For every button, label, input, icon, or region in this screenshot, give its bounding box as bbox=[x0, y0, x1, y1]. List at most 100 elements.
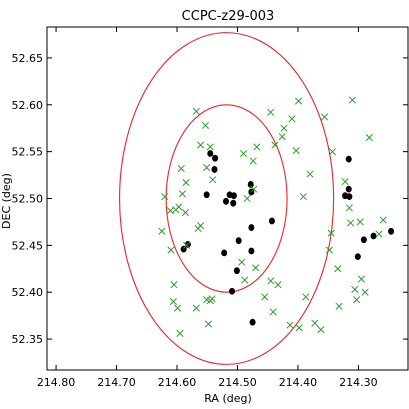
candidate-point bbox=[161, 193, 169, 201]
y-tick-label: 52.35 bbox=[12, 333, 44, 346]
member-point bbox=[346, 193, 353, 201]
candidate-point bbox=[351, 285, 359, 293]
candidate-point bbox=[209, 176, 217, 184]
member-point bbox=[248, 224, 255, 231]
candidate-point bbox=[194, 224, 202, 233]
candidate-point bbox=[271, 141, 279, 149]
candidate-point bbox=[192, 304, 200, 312]
candidate-point bbox=[327, 229, 335, 237]
candidate-point bbox=[320, 113, 329, 121]
candidate-point bbox=[182, 179, 190, 187]
candidate-point bbox=[334, 265, 342, 273]
candidate-point bbox=[345, 204, 353, 212]
candidate-point bbox=[292, 147, 300, 155]
candidate-point bbox=[204, 320, 213, 328]
candidate-point bbox=[252, 264, 260, 272]
member-point bbox=[229, 287, 236, 295]
y-tick-label: 52.65 bbox=[12, 52, 44, 65]
candidate-point bbox=[169, 298, 177, 306]
candidate-point bbox=[280, 124, 288, 132]
candidate-point bbox=[170, 281, 178, 289]
y-tick-label: 52.40 bbox=[12, 286, 44, 299]
candidate-point bbox=[181, 209, 190, 217]
candidate-point bbox=[238, 258, 246, 266]
axis-ticks: 214.80 214.70 214.60 214.50 214.40 214.30 52.3… bbox=[12, 27, 408, 389]
candidate-point bbox=[299, 193, 307, 201]
x-tick-label: 214.70 bbox=[97, 376, 136, 389]
candidate-point bbox=[261, 293, 269, 301]
y-tick-label: 52.55 bbox=[12, 146, 44, 159]
x-tick-label: 214.80 bbox=[37, 376, 76, 389]
y-tick-label: 52.45 bbox=[12, 239, 44, 252]
member-point bbox=[249, 318, 256, 326]
candidate-point bbox=[317, 326, 325, 334]
member-point bbox=[354, 253, 361, 261]
member-point bbox=[235, 237, 242, 245]
candidate-point bbox=[166, 207, 174, 215]
candidate-point bbox=[206, 297, 214, 305]
candidate-point bbox=[175, 203, 183, 211]
candidate-point bbox=[353, 296, 361, 304]
member-point bbox=[370, 232, 377, 240]
member-point bbox=[230, 199, 237, 207]
candidate-point bbox=[250, 185, 258, 193]
candidate-point bbox=[286, 321, 294, 329]
member-point bbox=[207, 150, 214, 157]
radius-circle-2 bbox=[119, 32, 335, 365]
candidate-point bbox=[253, 143, 261, 151]
candidate-point bbox=[288, 115, 296, 123]
candidate-point bbox=[243, 194, 251, 203]
candidate-point bbox=[361, 288, 369, 296]
candidate-point bbox=[176, 329, 184, 338]
candidate-point bbox=[239, 149, 248, 158]
x-tick-label: 214.40 bbox=[279, 376, 318, 389]
member-point bbox=[203, 191, 210, 199]
member-point bbox=[268, 217, 275, 225]
candidate-point bbox=[269, 308, 277, 316]
candidate-point bbox=[365, 134, 373, 142]
plot-frame bbox=[46, 26, 409, 371]
member-point bbox=[211, 166, 218, 173]
candidate-point bbox=[341, 178, 349, 186]
candidate-point bbox=[267, 108, 275, 116]
candidate-point bbox=[357, 275, 365, 283]
data-points bbox=[158, 96, 395, 338]
member-point bbox=[230, 192, 237, 200]
member-point bbox=[388, 227, 395, 235]
y-axis-label: DEC (deg) bbox=[0, 173, 13, 229]
y-tick-label: 52.60 bbox=[12, 99, 44, 112]
candidate-point bbox=[274, 281, 282, 289]
member-point bbox=[233, 267, 240, 275]
candidate-point bbox=[167, 246, 175, 254]
member-point bbox=[222, 197, 229, 205]
candidate-point bbox=[295, 324, 303, 332]
candidate-galaxies bbox=[158, 96, 387, 338]
candidate-point bbox=[375, 230, 383, 238]
candidate-point bbox=[294, 97, 303, 105]
candidate-point bbox=[183, 241, 191, 249]
candidate-point bbox=[311, 319, 319, 327]
candidate-point bbox=[267, 277, 275, 285]
candidate-point bbox=[306, 170, 314, 178]
candidate-point bbox=[278, 133, 286, 141]
candidate-point bbox=[348, 96, 356, 104]
member-point bbox=[221, 249, 228, 257]
x-tick-label: 214.30 bbox=[339, 376, 378, 389]
member-point bbox=[212, 154, 219, 162]
candidate-point bbox=[356, 218, 364, 226]
candidate-point bbox=[325, 246, 333, 254]
x-tick-label: 214.50 bbox=[218, 376, 257, 389]
candidate-point bbox=[197, 141, 205, 149]
candidate-point bbox=[203, 164, 211, 172]
candidate-point bbox=[249, 157, 257, 165]
candidate-point bbox=[347, 219, 355, 227]
candidate-point bbox=[328, 148, 336, 156]
candidate-point bbox=[302, 293, 310, 301]
x-axis-label: RA (deg) bbox=[204, 392, 252, 405]
chart-title: CCPC-z29-003 bbox=[182, 9, 275, 24]
candidate-point bbox=[174, 304, 182, 312]
candidate-point bbox=[177, 164, 185, 173]
member-point bbox=[345, 185, 352, 193]
candidate-point bbox=[201, 121, 209, 129]
